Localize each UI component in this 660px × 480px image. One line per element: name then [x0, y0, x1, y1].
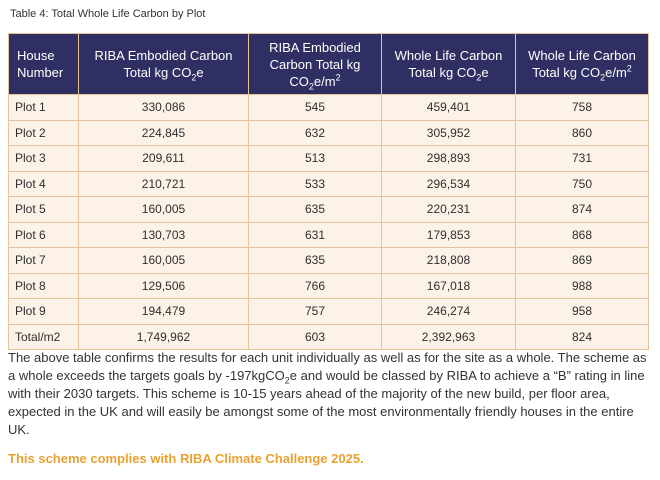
cell-whole-life-total: 220,231 — [381, 196, 516, 223]
cell-embodied-total: 160,005 — [78, 247, 249, 274]
cell-embodied-per-m2: 603 — [248, 323, 382, 350]
cell-house-number: Plot 7 — [8, 247, 79, 274]
cell-house-number: Plot 8 — [8, 272, 79, 299]
cell-whole-life-total: 218,808 — [381, 247, 516, 274]
header-whole-life-total: Whole Life Carbon Total kg CO2e — [381, 33, 516, 95]
table-row: Plot 5 160,005 635 220,231 874 — [8, 196, 649, 223]
cell-house-number: Total/m2 — [8, 323, 79, 350]
table-row: Plot 3 209,611 513 298,893 731 — [8, 145, 649, 172]
cell-whole-life-per-m2: 958 — [515, 298, 649, 325]
cell-whole-life-total: 2,392,963 — [381, 323, 516, 350]
cell-house-number: Plot 5 — [8, 196, 79, 223]
cell-embodied-total: 130,703 — [78, 221, 249, 248]
table-row: Plot 6 130,703 631 179,853 868 — [8, 221, 649, 248]
cell-whole-life-total: 298,893 — [381, 145, 516, 172]
header-riba-embodied-per-m2: RIBA Embodied Carbon Total kg CO2e/m2 — [248, 33, 382, 95]
cell-embodied-per-m2: 757 — [248, 298, 382, 325]
cell-whole-life-per-m2: 824 — [515, 323, 649, 350]
cell-embodied-total: 1,749,962 — [78, 323, 249, 350]
cell-house-number: Plot 2 — [8, 119, 79, 146]
header-riba-embodied-total: RIBA Embodied Carbon Total kg CO2e — [78, 33, 249, 95]
cell-embodied-total: 129,506 — [78, 272, 249, 299]
cell-embodied-total: 160,005 — [78, 196, 249, 223]
cell-embodied-per-m2: 635 — [248, 196, 382, 223]
header-row: House Number RIBA Embodied Carbon Total … — [8, 33, 649, 95]
cell-whole-life-per-m2: 869 — [515, 247, 649, 274]
compliance-note: This scheme complies with RIBA Climate C… — [8, 451, 364, 466]
cell-whole-life-per-m2: 860 — [515, 119, 649, 146]
cell-whole-life-per-m2: 874 — [515, 196, 649, 223]
summary-paragraph: The above table confirms the results for… — [8, 350, 647, 437]
table-caption: Table 4: Total Whole Life Carbon by Plot — [10, 8, 206, 20]
cell-house-number: Plot 3 — [8, 145, 79, 172]
cell-embodied-per-m2: 545 — [248, 94, 382, 121]
table-row: Plot 1 330,086 545 459,401 758 — [8, 94, 649, 121]
table-row: Plot 2 224,845 632 305,952 860 — [8, 119, 649, 146]
cell-embodied-total: 209,611 — [78, 145, 249, 172]
cell-embodied-per-m2: 513 — [248, 145, 382, 172]
cell-whole-life-total: 296,534 — [381, 170, 516, 197]
cell-whole-life-total: 246,274 — [381, 298, 516, 325]
table-row: Plot 4 210,721 533 296,534 750 — [8, 170, 649, 197]
cell-whole-life-per-m2: 750 — [515, 170, 649, 197]
cell-embodied-per-m2: 635 — [248, 247, 382, 274]
cell-embodied-total: 224,845 — [78, 119, 249, 146]
cell-whole-life-per-m2: 758 — [515, 94, 649, 121]
cell-embodied-per-m2: 766 — [248, 272, 382, 299]
cell-whole-life-total: 167,018 — [381, 272, 516, 299]
cell-embodied-per-m2: 533 — [248, 170, 382, 197]
table-row: Plot 9 194,479 757 246,274 958 — [8, 298, 649, 325]
cell-whole-life-total: 459,401 — [381, 94, 516, 121]
header-whole-life-per-m2: Whole Life Carbon Total kg CO2e/m2 — [515, 33, 649, 95]
carbon-table: House Number RIBA Embodied Carbon Total … — [8, 33, 649, 350]
header-house-number: House Number — [8, 33, 79, 95]
cell-whole-life-total: 305,952 — [381, 119, 516, 146]
cell-whole-life-total: 179,853 — [381, 221, 516, 248]
cell-house-number: Plot 1 — [8, 94, 79, 121]
cell-embodied-per-m2: 631 — [248, 221, 382, 248]
table-row: Plot 8 129,506 766 167,018 988 — [8, 272, 649, 299]
table-row: Plot 7 160,005 635 218,808 869 — [8, 247, 649, 274]
cell-embodied-per-m2: 632 — [248, 119, 382, 146]
cell-embodied-total: 330,086 — [78, 94, 249, 121]
cell-house-number: Plot 6 — [8, 221, 79, 248]
cell-whole-life-per-m2: 988 — [515, 272, 649, 299]
cell-whole-life-per-m2: 868 — [515, 221, 649, 248]
cell-whole-life-per-m2: 731 — [515, 145, 649, 172]
cell-house-number: Plot 9 — [8, 298, 79, 325]
cell-house-number: Plot 4 — [8, 170, 79, 197]
cell-embodied-total: 210,721 — [78, 170, 249, 197]
table-row-total: Total/m2 1,749,962 603 2,392,963 824 — [8, 323, 649, 350]
cell-embodied-total: 194,479 — [78, 298, 249, 325]
